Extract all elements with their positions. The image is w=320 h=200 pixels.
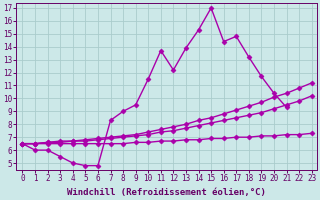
X-axis label: Windchill (Refroidissement éolien,°C): Windchill (Refroidissement éolien,°C) <box>67 188 266 197</box>
